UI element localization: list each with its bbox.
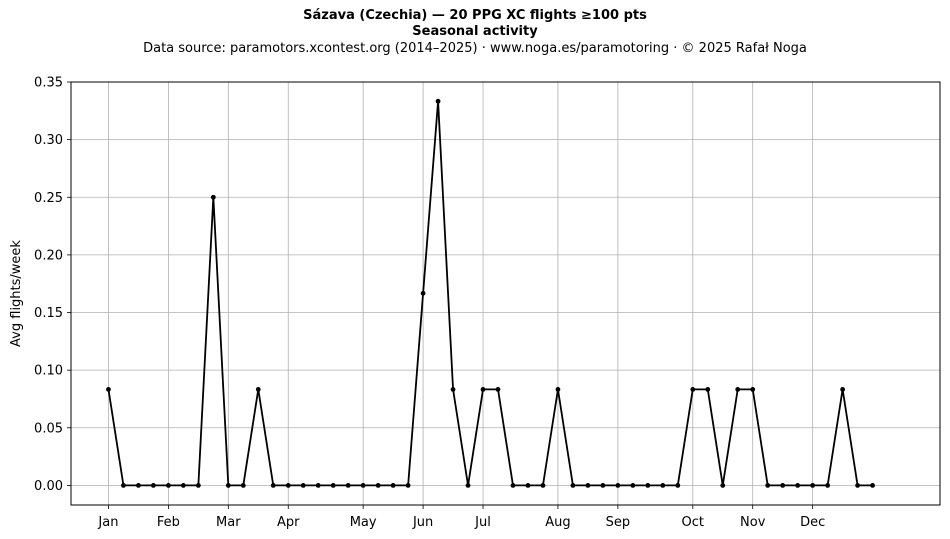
data-point	[465, 483, 471, 488]
x-tick-label: Dec	[800, 515, 825, 530]
data-point	[225, 483, 231, 488]
chart-titles: Sázava (Czechia) — 20 PPG XC flights ≥10…	[0, 8, 950, 58]
x-tick-label: May	[350, 515, 377, 530]
y-tick-label: 0.30	[34, 133, 63, 148]
data-point	[390, 483, 396, 488]
y-tick-label: 0.35	[34, 76, 63, 91]
data-point	[735, 386, 741, 392]
data-point	[136, 483, 141, 488]
data-point	[585, 483, 591, 488]
data-point	[450, 386, 456, 392]
data-point	[255, 386, 261, 392]
data-point	[345, 483, 351, 488]
data-point	[480, 386, 486, 392]
data-point	[195, 483, 201, 488]
data-point	[285, 483, 291, 488]
data-point	[240, 483, 246, 488]
data-point	[555, 386, 561, 392]
data-point	[705, 386, 711, 392]
chart-subtitle: Seasonal activity	[412, 24, 538, 39]
data-point	[750, 386, 756, 392]
data-point	[690, 386, 696, 392]
data-point	[165, 483, 171, 488]
data-point	[630, 483, 636, 488]
x-tick-label: Jan	[97, 515, 118, 530]
series-line	[107, 100, 873, 487]
chart-title: Sázava (Czechia) — 20 PPG XC flights ≥10…	[303, 8, 647, 23]
data-point	[330, 483, 336, 488]
series-group	[106, 98, 875, 488]
data-point	[840, 386, 846, 392]
x-tick-label: Mar	[216, 515, 241, 530]
data-point	[795, 483, 801, 488]
data-point	[106, 386, 111, 392]
data-point	[495, 386, 501, 392]
x-tick-label: Sep	[606, 515, 631, 530]
data-point	[315, 483, 321, 488]
data-point	[300, 483, 306, 488]
y-tick-label: 0.25	[34, 191, 63, 206]
y-tick-label: 0.00	[34, 479, 63, 494]
data-point	[420, 290, 426, 296]
y-tick-label: 0.05	[34, 421, 63, 436]
y-tick-label: 0.10	[34, 364, 63, 379]
data-point	[405, 483, 411, 488]
y-tick-label: 0.20	[34, 248, 63, 263]
x-tick-label: Nov	[740, 515, 766, 530]
data-point	[600, 483, 606, 488]
x-tick-label: Aug	[545, 515, 570, 530]
data-point	[825, 483, 831, 488]
data-point	[870, 483, 875, 488]
data-point	[720, 483, 726, 488]
data-point	[121, 483, 126, 488]
data-point	[660, 483, 666, 488]
data-source-note: Data source: paramotors.xcontest.org (20…	[143, 41, 807, 56]
x-tick-label: Jun	[412, 515, 433, 530]
data-point	[765, 483, 771, 488]
data-point	[645, 483, 651, 488]
data-point	[510, 483, 516, 488]
y-tick-label: 0.15	[34, 306, 63, 321]
x-tick-label: Feb	[157, 515, 180, 530]
data-point	[810, 483, 816, 488]
x-tick-label: Jul	[474, 515, 491, 530]
data-point	[180, 483, 186, 488]
data-point	[855, 483, 860, 488]
x-tick-label: Apr	[277, 515, 300, 530]
data-point	[210, 194, 216, 200]
data-point	[360, 483, 366, 488]
plot-frame	[70, 81, 941, 506]
data-point	[540, 483, 546, 488]
data-point	[435, 98, 441, 104]
data-point	[675, 483, 681, 488]
data-point	[270, 483, 276, 488]
y-axis-label: Avg flights/week	[9, 240, 24, 347]
axis-ticks: Jan Feb Mar Apr May Jun Jul Aug Sep Oct Nov Dec 0.00…	[34, 76, 825, 531]
data-point	[570, 483, 576, 488]
data-point	[615, 483, 621, 488]
data-point	[151, 483, 156, 488]
data-point	[780, 483, 786, 488]
data-point	[525, 483, 531, 488]
data-point	[375, 483, 381, 488]
x-tick-label: Oct	[682, 515, 704, 530]
